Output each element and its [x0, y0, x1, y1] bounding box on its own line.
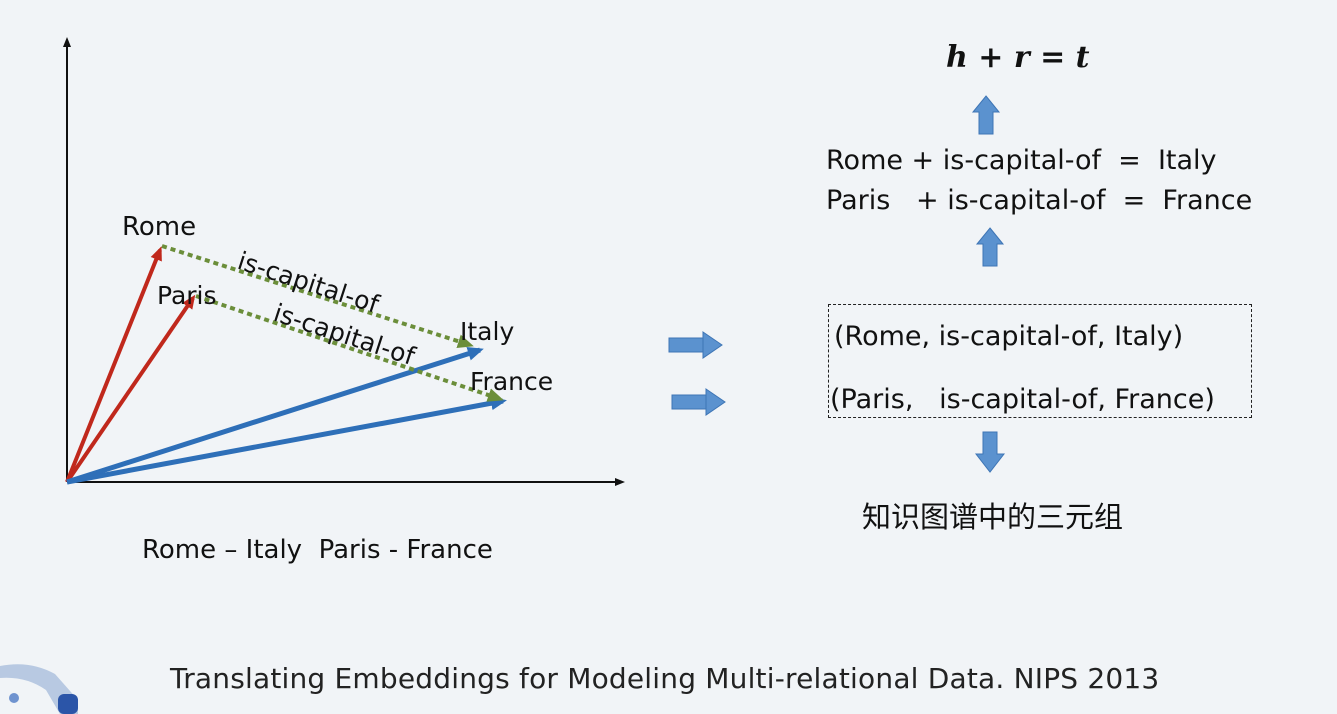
- paris-label: Paris: [157, 281, 217, 310]
- rome-label: Rome: [122, 212, 196, 242]
- up-arrow-to-formula: [971, 95, 1001, 135]
- down-arrow-to-caption: [974, 431, 1006, 473]
- corner-watermark-icon: [0, 664, 78, 714]
- italy-vector: [66, 346, 484, 485]
- flow-arrow-right-1: [668, 331, 723, 359]
- equation-rome: Rome + is-capital-of = Italy: [826, 145, 1217, 176]
- paper-citation: Translating Embeddings for Modeling Mult…: [170, 662, 1160, 695]
- equation-paris: Paris + is-capital-of = France: [826, 185, 1253, 216]
- triples-box: [828, 304, 1252, 418]
- flow-arrow-right-2: [671, 388, 726, 416]
- kg-triples-caption: 知识图谱中的三元组: [862, 500, 1124, 534]
- rome-vector: [65, 246, 162, 483]
- up-arrow-to-equations: [975, 227, 1005, 267]
- triple-rome: (Rome, is-capital-of, Italy): [834, 321, 1184, 352]
- triple-paris: (Paris, is-capital-of, France): [830, 384, 1215, 415]
- france-label: France: [470, 367, 553, 396]
- italy-label: Italy: [460, 317, 514, 346]
- paris-vector: [65, 294, 196, 484]
- france-vector: [66, 396, 507, 485]
- diagram-caption: Rome – Italy Paris - France: [142, 535, 493, 565]
- formula: h + r = t: [946, 40, 1090, 75]
